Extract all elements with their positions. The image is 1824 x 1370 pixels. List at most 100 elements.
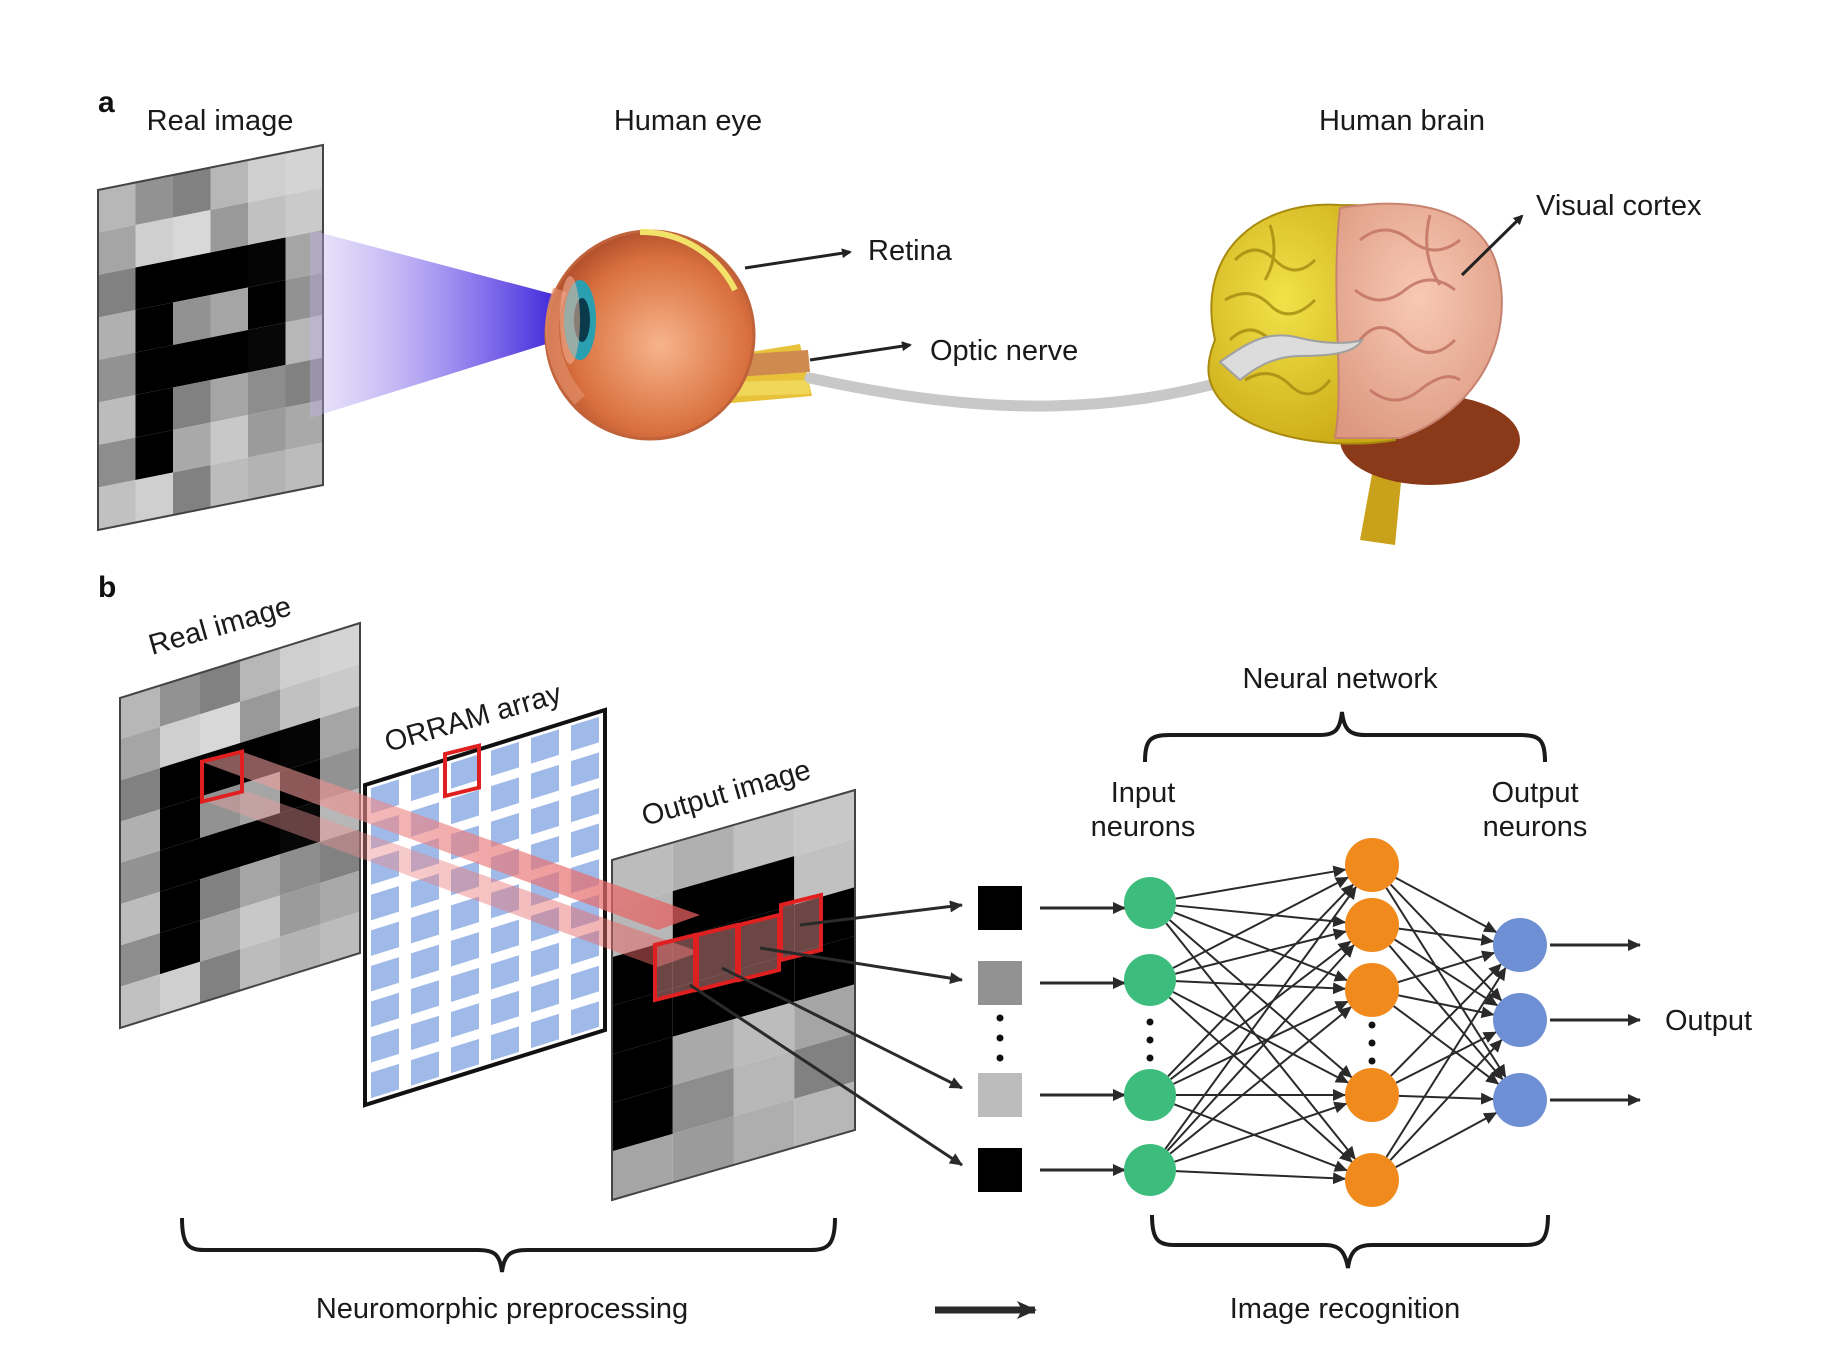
orram-cell [411, 909, 439, 944]
connection [1394, 938, 1499, 1007]
ellipsis-dot [996, 1014, 1004, 1022]
pixel [672, 970, 734, 1037]
connection [1175, 865, 1347, 900]
orram-cell [531, 800, 559, 835]
pixel [120, 809, 160, 863]
pixel [612, 1036, 673, 1103]
pixel [210, 330, 248, 380]
connection [1174, 1101, 1348, 1163]
pixel [135, 260, 173, 310]
orram-cell [571, 1001, 599, 1036]
pixel [120, 685, 160, 740]
hidden-neuron [1345, 1068, 1399, 1122]
pixel [200, 949, 240, 1003]
pixel [240, 813, 280, 867]
output-neuron [1493, 993, 1547, 1047]
pixel-square [978, 961, 1022, 1005]
orram-cell [371, 921, 399, 956]
ellipsis-dot [1368, 1021, 1376, 1029]
pixel [240, 936, 280, 991]
orram-cell [451, 1038, 479, 1074]
pixel [733, 1050, 795, 1117]
pixel [173, 465, 211, 515]
pixel [672, 825, 734, 892]
orram-cell [451, 932, 479, 967]
orram-cell [371, 886, 399, 921]
pixel [280, 924, 320, 978]
connection [1398, 1092, 1495, 1105]
connection [1395, 1031, 1497, 1084]
output-image [611, 788, 856, 1202]
connection [1175, 904, 1347, 928]
orram-cell [451, 789, 479, 825]
retina-label: Retina [868, 235, 953, 267]
pixel-square [978, 1073, 1022, 1117]
ellipsis-dot [996, 1034, 1004, 1042]
ellipsis-dot [1146, 1018, 1154, 1026]
connection [1169, 919, 1353, 1079]
pixel [173, 295, 211, 345]
pixel [320, 664, 360, 718]
orram-cell [411, 1051, 439, 1086]
orram-cell [491, 741, 519, 777]
pixel [160, 755, 200, 810]
orram-cell [451, 1003, 479, 1038]
preprocessing-brace [180, 1217, 837, 1273]
connection [1165, 922, 1356, 1160]
orram-cell [491, 777, 519, 812]
orram-cell [571, 787, 599, 823]
pixel [248, 152, 286, 203]
orram-cell [531, 978, 559, 1013]
neural-network [1124, 838, 1641, 1207]
orram-cell [371, 957, 399, 992]
pixel [210, 372, 248, 423]
pixel-square [978, 886, 1022, 930]
pixel [135, 430, 173, 480]
pixel [240, 854, 280, 908]
output-image-border [611, 788, 856, 1202]
hidden-neuron [1345, 898, 1399, 952]
pixel [200, 825, 240, 880]
orram-cell [491, 955, 519, 990]
input-neuron [1124, 877, 1176, 929]
connection [1169, 1006, 1352, 1155]
connection [1389, 1039, 1503, 1161]
pixel [200, 701, 240, 756]
pixel [173, 167, 211, 218]
orram-cell [451, 896, 479, 931]
input-neuron [1124, 954, 1176, 1006]
pixel [160, 920, 200, 975]
ellipsis-dot [1146, 1036, 1154, 1044]
pixel [98, 267, 136, 318]
pixel [98, 437, 136, 488]
pixel [733, 1098, 795, 1165]
pixel [612, 988, 673, 1055]
pixel [794, 1081, 855, 1148]
orram-cell [451, 754, 479, 789]
connection [1398, 927, 1495, 946]
ellipsis-dot [1368, 1057, 1376, 1065]
optic-nerve-label: Optic nerve [930, 335, 1078, 367]
connection [1175, 980, 1347, 995]
orram-cell [411, 980, 439, 1015]
pixel [210, 415, 248, 465]
output-neuron [1493, 918, 1547, 972]
pixel [248, 280, 286, 330]
pixel [240, 895, 280, 950]
pixel [794, 838, 855, 905]
orram-cell [411, 766, 439, 802]
orram-cell [411, 1015, 439, 1051]
ellipsis-dot [996, 1054, 1004, 1062]
pixel [135, 302, 173, 353]
pixel [173, 422, 211, 473]
pixel [210, 245, 248, 295]
pixel [280, 841, 320, 896]
pixel [200, 908, 240, 962]
pixel [135, 175, 173, 225]
pixel [240, 648, 280, 702]
ellipsis-dot [1368, 1039, 1376, 1047]
pixel-arrows [689, 900, 963, 1167]
pixel [248, 407, 286, 458]
projection-beam [200, 743, 823, 1003]
